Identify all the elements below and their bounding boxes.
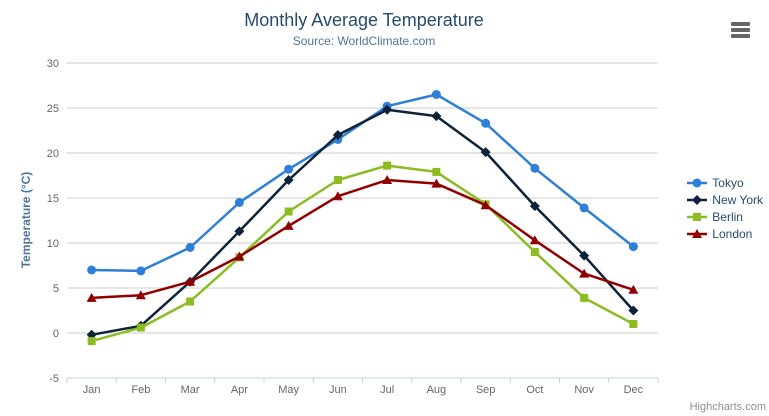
marker-berlin-mar[interactable] <box>186 297 195 306</box>
marker-tokyo-jan[interactable] <box>87 265 97 275</box>
marker-new-york-may[interactable] <box>283 175 294 185</box>
marker-berlin-may[interactable] <box>284 207 293 216</box>
x-axis-tick-label: Mar <box>181 384 200 396</box>
marker-london-jun[interactable] <box>332 191 343 201</box>
x-axis-tick-label: Dec <box>624 384 644 396</box>
marker-berlin-oct[interactable] <box>530 248 539 256</box>
x-axis-tick-label: Sep <box>476 384 496 396</box>
hamburger-menu-icon <box>731 28 750 32</box>
hamburger-menu-icon <box>731 22 750 26</box>
x-axis-tick-label: Aug <box>427 384 447 396</box>
x-axis-tick-label: Feb <box>131 384 150 396</box>
marker-tokyo-oct[interactable] <box>530 163 540 173</box>
y-axis-tick-label: 25 <box>47 103 59 115</box>
marker-new-york-jun[interactable] <box>332 130 343 140</box>
y-axis-tick-label: 5 <box>53 283 59 295</box>
x-axis-tick-label: Oct <box>526 384 543 396</box>
marker-london-dec[interactable] <box>628 284 639 294</box>
x-axis-tick-label: Jun <box>329 384 347 396</box>
marker-london-may[interactable] <box>283 220 294 230</box>
marker-new-york-oct[interactable] <box>529 201 540 212</box>
legend-marker-london <box>692 228 703 238</box>
marker-tokyo-sep[interactable] <box>481 118 491 128</box>
marker-tokyo-aug[interactable] <box>431 90 441 99</box>
y-axis-tick-label: 20 <box>47 148 59 160</box>
chart-subtitle: Source: WorldClimate.com <box>292 34 436 48</box>
marker-tokyo-apr[interactable] <box>234 198 244 207</box>
marker-london-oct[interactable] <box>529 235 540 245</box>
marker-london-jul[interactable] <box>382 175 393 184</box>
x-axis-tick-label: May <box>278 384 299 396</box>
series-line-berlin <box>90 164 635 343</box>
y-axis-tick-label: 30 <box>47 58 59 70</box>
credits-link[interactable]: Highcharts.com <box>689 401 766 413</box>
marker-new-york-apr[interactable] <box>234 226 245 237</box>
legend-label: London <box>712 226 753 241</box>
legend-triangle-marker-icon <box>687 228 708 238</box>
marker-london-apr[interactable] <box>234 251 245 261</box>
marker-tokyo-mar[interactable] <box>185 243 195 252</box>
x-axis-tick-label: Apr <box>231 384 248 396</box>
export-menu-button[interactable] <box>731 22 750 38</box>
x-axis-tick-label: Jul <box>380 384 394 396</box>
marker-berlin-jan[interactable] <box>87 337 96 346</box>
y-axis-tick-label: 15 <box>47 193 59 205</box>
marker-new-york-nov[interactable] <box>579 250 590 261</box>
marker-berlin-nov[interactable] <box>580 293 589 302</box>
marker-new-york-sep[interactable] <box>480 147 491 158</box>
marker-berlin-jun[interactable] <box>333 176 342 184</box>
y-axis-tick-label: 0 <box>53 328 59 340</box>
marker-new-york-jul[interactable] <box>382 104 393 115</box>
marker-tokyo-nov[interactable] <box>579 203 589 213</box>
legend-marker-tokyo <box>692 178 702 187</box>
marker-berlin-feb[interactable] <box>136 323 145 332</box>
x-axis-tick-label: Jan <box>83 384 101 396</box>
legend-item-new-york[interactable]: New York <box>687 191 763 208</box>
legend-label: New York <box>712 192 763 207</box>
series-line-tokyo <box>90 93 635 273</box>
legend-label: Tokyo <box>712 175 744 190</box>
y-axis-tick-label: -5 <box>49 373 59 385</box>
series-line-london <box>90 178 635 300</box>
hamburger-menu-icon <box>731 34 750 38</box>
marker-london-jan[interactable] <box>86 292 97 302</box>
y-axis-title: Temperature (°C) <box>19 171 33 269</box>
marker-london-feb[interactable] <box>135 290 146 300</box>
marker-london-sep[interactable] <box>480 200 491 210</box>
marker-berlin-jul[interactable] <box>383 161 392 170</box>
x-axis-tick-label: Nov <box>574 384 594 396</box>
legend-label: Berlin <box>712 209 743 224</box>
marker-new-york-aug[interactable] <box>431 111 442 122</box>
marker-berlin-dec[interactable] <box>629 320 638 328</box>
legend-item-london[interactable]: London <box>687 225 763 242</box>
marker-london-mar[interactable] <box>185 276 196 286</box>
series-line-new-york <box>90 108 635 337</box>
legend-circle-marker-icon <box>687 178 708 187</box>
legend-item-berlin[interactable]: Berlin <box>687 208 763 225</box>
marker-london-aug[interactable] <box>431 178 442 188</box>
legend-square-marker-icon <box>687 212 708 221</box>
marker-tokyo-dec[interactable] <box>628 242 638 252</box>
marker-berlin-aug[interactable] <box>432 167 441 176</box>
legend-marker-berlin <box>693 212 702 221</box>
marker-london-nov[interactable] <box>579 268 590 278</box>
legend: Tokyo New York Berlin London <box>687 174 763 242</box>
legend-marker-new-york <box>692 194 703 205</box>
y-axis-tick-label: 10 <box>47 238 59 250</box>
legend-item-tokyo[interactable]: Tokyo <box>687 174 763 191</box>
marker-new-york-dec[interactable] <box>628 305 639 316</box>
marker-tokyo-may[interactable] <box>284 164 294 174</box>
legend-diamond-marker-icon <box>687 194 708 205</box>
chart-title: Monthly Average Temperature <box>244 10 484 30</box>
marker-tokyo-feb[interactable] <box>136 266 146 276</box>
